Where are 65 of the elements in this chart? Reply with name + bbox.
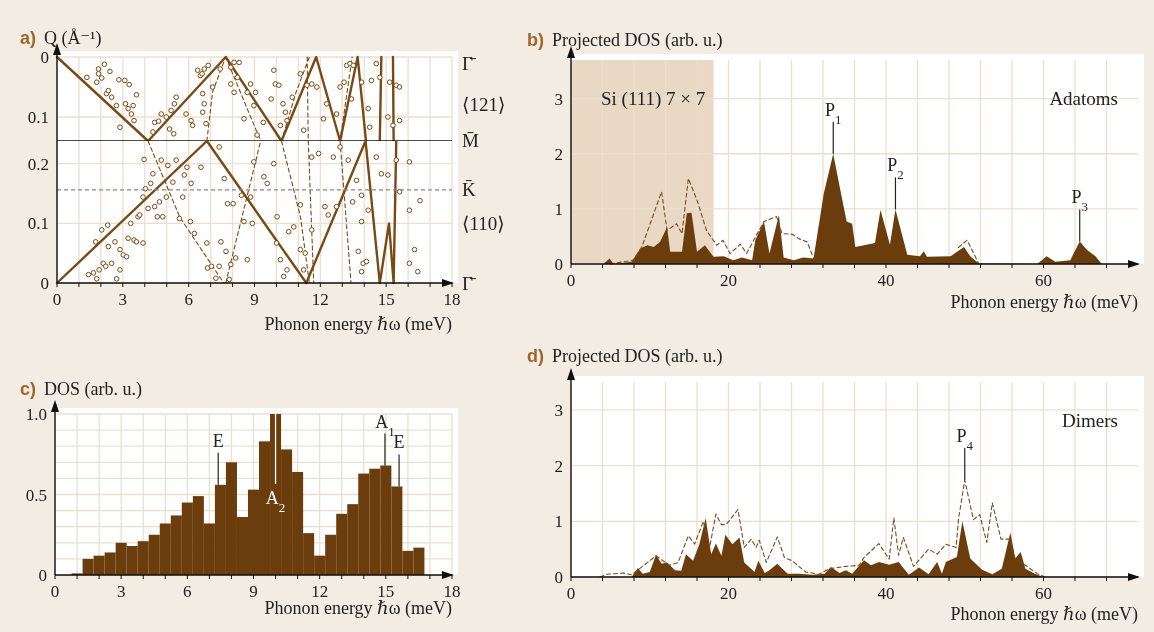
y-tick-label: 0 [554, 568, 563, 587]
ref-line-label: K̄ [462, 178, 476, 200]
x-axis-title: Phonon energy ℏω (meV) [950, 604, 1138, 625]
x-tick-label: 18 [443, 290, 461, 309]
y-axis-title: DOS (arb. u.) [44, 379, 142, 400]
x-tick-label: 15 [377, 582, 395, 601]
y-tick-label: 2 [554, 456, 563, 476]
y-tick-label: 3 [554, 89, 563, 109]
x-tick-label: 6 [184, 290, 193, 309]
y-axis-title: Q (Å⁻¹) [44, 28, 102, 49]
chart-title: b) [527, 30, 544, 50]
x-tick-label: 3 [116, 582, 126, 601]
y-tick-label: 1 [554, 512, 563, 532]
y-tick-label: 0 [38, 566, 47, 585]
text: M̄ [462, 130, 479, 151]
x-tick-label: 9 [250, 290, 259, 309]
text: ⟨121⟩ [462, 94, 506, 115]
annotation: P$_{3}$ [1071, 187, 1088, 214]
x-tick-label: 0 [566, 271, 576, 290]
text: ⟨110⟩ [462, 213, 505, 234]
y-tick-label: 3 [554, 400, 563, 420]
x-axis-title: Phonon energy ℏω (meV) [264, 314, 452, 335]
annotation: E [393, 432, 405, 453]
x-tick-label: 60 [1035, 271, 1052, 290]
text: Γ̄ [462, 273, 476, 294]
x-tick-label: 20 [720, 271, 737, 290]
annotation: P$_{2}$ [887, 155, 904, 182]
annotation: Dimers [1062, 410, 1118, 431]
x-tick-label: 40 [877, 584, 895, 603]
x-tick-label: 12 [311, 290, 329, 309]
x-tick-label: 20 [720, 584, 737, 603]
y-tick-label: 0.1 [27, 108, 49, 127]
y-tick-label: 2 [554, 144, 563, 164]
y-tick-label: 0 [40, 48, 49, 67]
x-tick-label: 60 [1035, 584, 1052, 603]
annotation: E [212, 430, 224, 451]
x-tick-label: 0 [52, 290, 62, 309]
x-tick-label: 12 [311, 582, 329, 601]
y-tick-label: 0.2 [27, 154, 49, 174]
x-tick-label: 40 [877, 271, 895, 290]
text: Γ̄ [462, 53, 476, 74]
x-axis-title: Phonon energy ℏω (meV) [950, 292, 1138, 313]
chart-title: a) [20, 28, 37, 48]
y-axis-title: Projected DOS (arb. u.) [552, 346, 723, 367]
x-tick-label: 0 [566, 584, 576, 603]
annotation: P$_{1}$ [824, 99, 842, 127]
x-axis-title: Phonon energy ℏω (meV) [264, 598, 452, 619]
y-tick-label: 1.0 [25, 405, 47, 424]
annotation: P$_{4}$ [956, 426, 974, 453]
y-tick-label: 0.5 [25, 485, 47, 505]
y-tick-label: 1 [554, 199, 563, 219]
y-axis-title: Projected DOS (arb. u.) [552, 30, 723, 51]
x-tick-label: 9 [249, 582, 258, 601]
chart-title: d) [527, 346, 544, 366]
x-tick-label: 6 [183, 582, 192, 601]
annotation: A$_{2}$ [265, 488, 286, 515]
y-tick-label: 0 [554, 255, 563, 274]
x-tick-label: 18 [443, 582, 461, 601]
annotation: Adatoms [1049, 88, 1118, 109]
annotation: Si (111) 7 × 7 [601, 88, 706, 110]
x-tick-label: 3 [118, 290, 128, 309]
chart-title: c) [20, 379, 37, 399]
y-tick-label: 0.1 [27, 214, 49, 234]
x-tick-label: 15 [377, 290, 395, 309]
annotation: A$_{1}$ [375, 411, 395, 439]
